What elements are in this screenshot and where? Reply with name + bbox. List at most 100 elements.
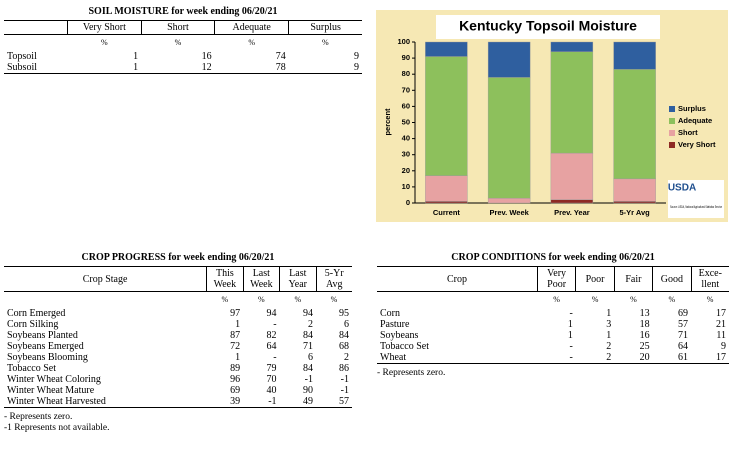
bar-segment — [550, 199, 594, 204]
cell: 21 — [716, 319, 726, 330]
cell: 64 — [266, 341, 277, 352]
cell: 71 — [303, 341, 313, 352]
x-tick-label: Prev. Week — [489, 208, 529, 217]
row: Winter Wheat Harvested 39 -1 49 57 — [4, 396, 352, 408]
y-tick-label: 0 — [406, 198, 410, 207]
cell: 61 — [652, 352, 692, 364]
unit: % — [322, 38, 329, 47]
cell — [377, 292, 537, 309]
cell: - — [273, 352, 277, 363]
chart-title: Kentucky Topsoil Moisture — [459, 18, 637, 34]
bar-segment — [550, 51, 594, 154]
column-header: Good — [652, 266, 692, 292]
cell: 11 — [716, 330, 726, 341]
cell: 16 — [201, 51, 212, 62]
cell: 1 — [567, 319, 573, 330]
cell: -1 — [340, 385, 349, 396]
units-row: %%%%% — [377, 292, 729, 309]
row: Subsoil 1 12 78 9 — [4, 62, 362, 74]
y-tick-label: 40 — [402, 134, 410, 143]
y-tick-label: 30 — [402, 150, 410, 159]
cell: 78 — [214, 62, 289, 74]
table-title: CROP PROGRESS for week ending 06/20/21 — [81, 252, 275, 263]
cell: 87 — [230, 330, 241, 341]
table-title: SOIL MOISTURE for week ending 06/20/21 — [88, 6, 278, 17]
cell: 1 — [235, 352, 241, 363]
cell: 95 — [339, 308, 349, 319]
unit: % — [221, 295, 229, 304]
source-note: Source: USDA, National Agricultural Stat… — [670, 205, 722, 209]
row: Corn - 1 13 69 17 — [377, 308, 729, 319]
footnote: -1 Represents not available. — [4, 423, 110, 433]
row-label: Tobacco Set — [380, 341, 430, 352]
cell: 94 — [303, 308, 313, 319]
cell: 9 — [288, 62, 362, 74]
cell: 1 — [67, 62, 142, 74]
bar-segment — [425, 41, 468, 57]
cell: 6 — [308, 352, 313, 363]
unit: % — [668, 295, 676, 304]
cell — [4, 35, 68, 52]
y-tick-label: 100 — [397, 37, 410, 46]
cell: 69 — [230, 385, 241, 396]
y-axis-label: percent — [383, 108, 392, 136]
unit: % — [257, 295, 265, 304]
bar-segment — [487, 197, 531, 204]
legend-swatch — [669, 130, 675, 136]
x-tick-label: 5-Yr Avg — [619, 208, 650, 217]
cell: 49 — [279, 396, 316, 408]
legend-swatch — [669, 106, 675, 112]
unit: % — [553, 295, 560, 304]
row: Corn Emerged 97 94 94 95 — [4, 308, 352, 319]
bar-segment — [487, 77, 531, 199]
table: Crop Stage This Week Last Week Last Year 5-Y… — [4, 266, 352, 408]
column-header: Poor — [575, 266, 615, 292]
source-logo: USDA — [668, 183, 696, 194]
cell: 6 — [344, 319, 349, 330]
bar-segment — [487, 41, 531, 78]
cell: 1 — [606, 308, 612, 319]
row-label: Soybeans Emerged — [7, 341, 84, 352]
y-tick-label: 90 — [402, 53, 410, 62]
cell: 89 — [230, 363, 241, 374]
column-header: Very Short — [67, 20, 142, 35]
bar-segment — [613, 201, 656, 204]
units-row: %%%% — [4, 35, 362, 52]
row: Pasture 1 3 18 57 21 — [377, 319, 729, 330]
y-tick-label: 50 — [402, 117, 410, 126]
cell: 84 — [303, 363, 313, 374]
row-label: Winter Wheat Mature — [7, 385, 95, 396]
cell: 25 — [639, 341, 650, 352]
title-box — [436, 15, 660, 39]
bar-segment — [613, 69, 656, 180]
cell: - — [569, 308, 573, 319]
legend-label: Adequate — [678, 116, 712, 125]
cell: 2 — [308, 319, 313, 330]
column-header: This Week — [206, 266, 244, 292]
cell: 82 — [266, 330, 277, 341]
cell: 2 — [575, 352, 615, 364]
y-tick-label: 80 — [402, 69, 410, 78]
cell: 1 — [133, 51, 139, 62]
row-label: Wheat — [377, 352, 538, 364]
cell: 70 — [266, 374, 277, 385]
cell: 12 — [141, 62, 215, 74]
legend-swatch — [669, 142, 675, 148]
column-header: Very Poor — [536, 266, 577, 292]
row: Winter Wheat Coloring 96 70 -1 -1 — [4, 374, 352, 385]
bar-segment — [613, 178, 656, 202]
bar-segment — [613, 41, 656, 70]
crop-conditions: CROP CONDITIONS for week ending 06/20/21… — [377, 252, 729, 379]
column-header: Surplus — [288, 20, 362, 35]
x-tick-label: Current — [433, 208, 461, 217]
logo-box — [668, 180, 724, 218]
footnote: - Represents zero. — [377, 368, 446, 378]
y-tick-label: 10 — [402, 182, 410, 191]
row: Winter Wheat Mature 69 40 90 -1 — [4, 385, 352, 396]
bar-segment — [425, 56, 468, 176]
row-label: Soybeans Blooming — [7, 352, 88, 363]
cell: 84 — [303, 330, 313, 341]
row: Soybeans Planted 87 82 84 84 — [4, 330, 352, 341]
cell: 68 — [339, 341, 349, 352]
row-label: Topsoil — [7, 51, 37, 62]
